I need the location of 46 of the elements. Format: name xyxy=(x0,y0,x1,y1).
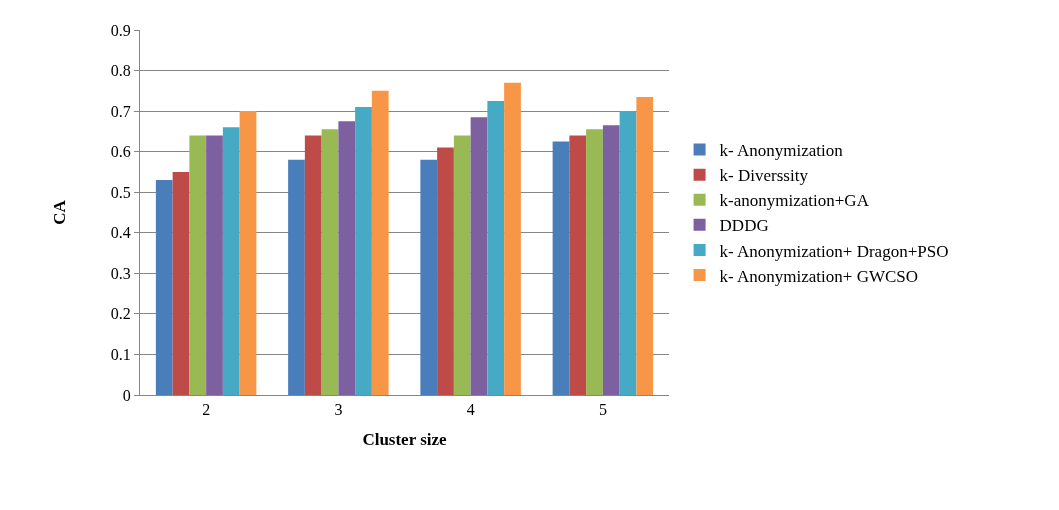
bar xyxy=(552,141,570,395)
bar xyxy=(636,96,654,395)
bar xyxy=(437,147,454,395)
bar xyxy=(487,100,505,395)
bar xyxy=(155,180,173,395)
x-tick-label: 2 xyxy=(202,401,211,419)
bar xyxy=(602,125,620,395)
legend-label: k- Anonymization+ Dragon+PSO xyxy=(719,241,949,261)
y-tick-label: 0.4 xyxy=(110,224,131,242)
bar xyxy=(586,129,603,395)
bar xyxy=(321,129,339,395)
y-tick-label: 0.9 xyxy=(110,21,131,39)
y-tick-label: 0.7 xyxy=(110,102,131,120)
y-axis-title: CA xyxy=(50,199,70,225)
bar xyxy=(420,159,438,395)
x-tick-label: 4 xyxy=(466,401,475,419)
legend-label: k- Anonymization xyxy=(719,141,844,161)
x-axis-title: Cluster size xyxy=(362,429,448,449)
bar xyxy=(222,127,240,395)
bar xyxy=(239,111,257,395)
bar xyxy=(569,135,587,395)
bar xyxy=(304,135,322,395)
x-tick-label: 3 xyxy=(334,401,343,419)
bar xyxy=(338,121,356,395)
legend-label: k-anonymization+GA xyxy=(719,191,870,211)
y-tick-label: 0.8 xyxy=(110,62,131,80)
bar xyxy=(355,107,372,395)
legend-label: k- Diverssity xyxy=(719,166,809,186)
y-tick-label: 0.3 xyxy=(110,264,131,282)
bar xyxy=(172,171,190,395)
bar xyxy=(470,117,488,395)
y-tick-label: 0.5 xyxy=(110,183,131,201)
y-tick-label: 0.6 xyxy=(110,143,131,161)
y-tick-label: 0.1 xyxy=(110,346,131,364)
y-tick-label: 0.2 xyxy=(110,305,131,323)
bar xyxy=(371,90,389,395)
bar xyxy=(189,135,207,395)
bar xyxy=(206,135,223,395)
bar xyxy=(619,111,637,395)
x-tick-label: 5 xyxy=(598,401,607,419)
bar xyxy=(504,82,521,395)
bar xyxy=(453,135,471,395)
bar xyxy=(288,159,305,395)
legend-label: k- Anonymization+ GWCSO xyxy=(719,266,919,286)
legend-label: DDDG xyxy=(719,216,769,236)
y-tick-label: 0 xyxy=(122,386,131,404)
